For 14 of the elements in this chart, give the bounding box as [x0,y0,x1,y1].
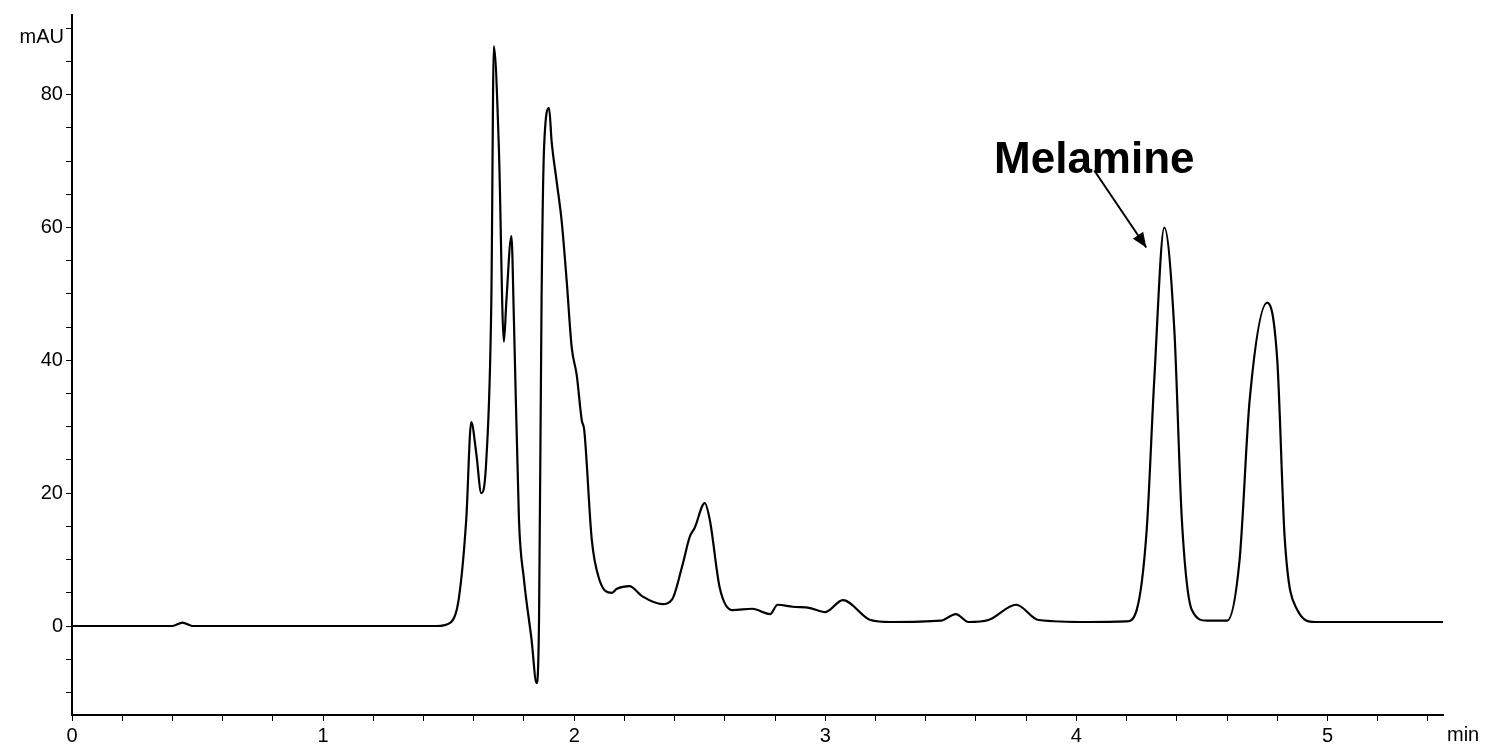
x-tick-label: 4 [1070,723,1082,746]
annotation: Melamine [994,132,1195,182]
x-tick-label: 5 [1321,723,1334,746]
y-tick-label: 40 [40,347,63,370]
x-tick-label: 1 [317,723,329,746]
y-tick-label: 20 [40,480,63,503]
x-axis-title: min [1447,722,1480,745]
y-tick-label: 80 [40,82,63,105]
x-tick-label: 3 [819,723,831,746]
x-tick-label: 0 [66,723,78,746]
x-tick-label: 2 [568,723,580,746]
y-tick-label: 60 [40,215,63,238]
y-tick-label: 0 [51,613,63,636]
y-axis-title: mAU [19,24,64,47]
